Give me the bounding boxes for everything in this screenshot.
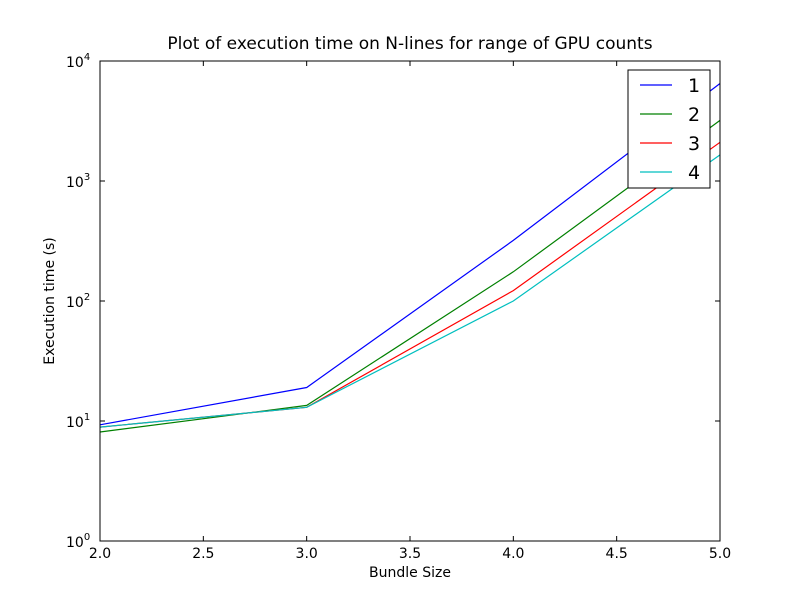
y-tick-base: 10 (66, 415, 84, 431)
y-tick-label: 104 (66, 52, 90, 71)
y-axis-label: Execution time (s) (42, 237, 58, 364)
series-lines (100, 84, 720, 433)
y-tick-label: 100 (66, 532, 90, 551)
y-tick-base: 10 (66, 55, 84, 71)
x-tick-label: 2.5 (192, 546, 214, 562)
y-tick-base: 10 (66, 295, 84, 311)
y-tick-exponent: 4 (84, 52, 90, 63)
chart-title: Plot of execution time on N-lines for ra… (167, 34, 652, 54)
x-tick-label: 3.5 (399, 546, 421, 562)
y-tick-label: 102 (66, 292, 90, 311)
legend-label: 3 (688, 133, 700, 155)
y-tick-exponent: 3 (84, 172, 90, 183)
series-line-2 (100, 120, 720, 432)
y-tick-label: 103 (66, 172, 90, 191)
series-line-1 (100, 84, 720, 425)
x-tick-label: 4.5 (606, 546, 628, 562)
y-tick-label: 101 (66, 412, 90, 431)
plot-frame (100, 61, 720, 541)
y-tick-exponent: 1 (84, 412, 90, 423)
legend-label: 1 (688, 75, 700, 97)
x-tick-label: 3.0 (296, 546, 318, 562)
x-tick-label: 4.0 (502, 546, 524, 562)
y-tick-base: 10 (66, 535, 84, 551)
y-tick-exponent: 0 (84, 532, 90, 543)
legend-label: 4 (688, 162, 700, 184)
series-line-3 (100, 142, 720, 427)
x-tick-label: 5.0 (709, 546, 731, 562)
legend-label: 2 (688, 104, 700, 126)
legend: 1 2 3 4 (628, 70, 710, 188)
x-tick-label: 2.0 (89, 546, 111, 562)
series-line-4 (100, 155, 720, 427)
x-axis-label: Bundle Size (369, 565, 451, 581)
y-tick-base: 10 (66, 175, 84, 191)
y-tick-exponent: 2 (84, 292, 90, 303)
